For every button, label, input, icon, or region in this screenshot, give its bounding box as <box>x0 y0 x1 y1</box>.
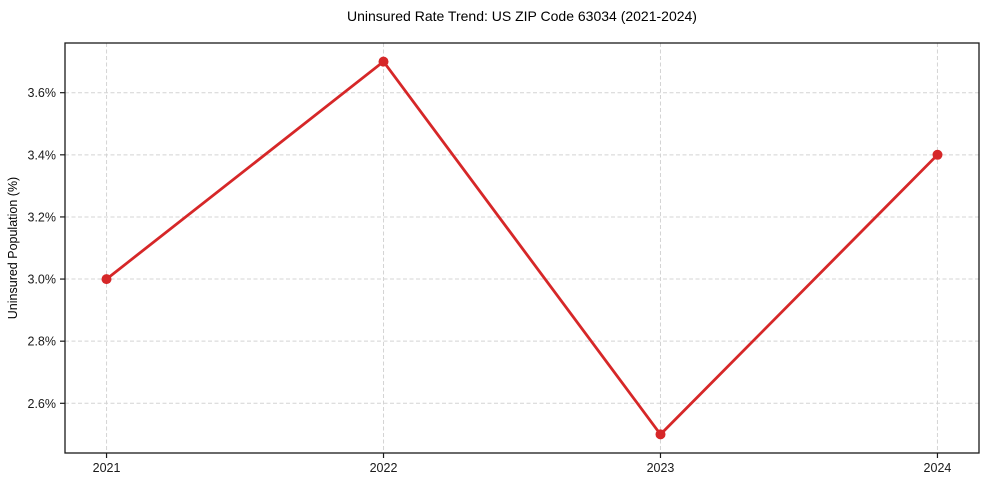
y-tick-label: 3.2% <box>28 210 57 224</box>
data-series <box>101 56 943 440</box>
x-tick-label: 2022 <box>370 461 398 475</box>
y-tick-label: 2.8% <box>28 335 57 349</box>
y-tick-label: 3.6% <box>28 86 57 100</box>
y-tick-label: 3.4% <box>28 148 57 162</box>
gridlines <box>65 43 979 453</box>
tick-labels: 2021 2022 2023 2024 2.6% 2.8% 3.0% 3.2% 3.4% 3.6% <box>28 86 952 475</box>
axes <box>60 42 980 458</box>
y-tick-label: 3.0% <box>28 273 57 287</box>
trend-line <box>105 60 939 436</box>
data-point-marker <box>378 56 389 67</box>
data-point-marker <box>655 429 666 440</box>
x-tick-label: 2023 <box>647 461 675 475</box>
x-tick-label: 2024 <box>924 461 952 475</box>
y-tick-label: 2.6% <box>28 397 57 411</box>
data-point-marker <box>101 274 112 285</box>
data-point-marker <box>932 149 943 160</box>
plot-border <box>64 42 980 454</box>
y-axis-label: Uninsured Population (%) <box>6 177 20 319</box>
chart-title: Uninsured Rate Trend: US ZIP Code 63034 … <box>347 8 697 24</box>
x-tick-label: 2021 <box>93 461 121 475</box>
